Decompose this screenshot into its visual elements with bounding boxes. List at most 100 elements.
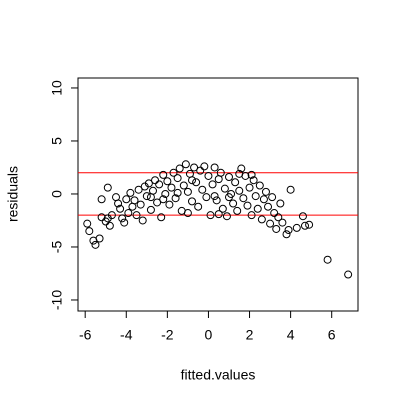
point [95,234,104,243]
point [222,212,231,221]
point [278,218,287,227]
point [118,214,127,223]
point [85,227,94,236]
x-axis-label: fitted.values [181,367,256,383]
point [114,199,123,208]
point [270,209,279,218]
point [146,193,155,202]
point [144,179,153,188]
point [124,209,133,218]
y-tick-label: -10 [49,290,65,310]
point [272,224,281,233]
point [163,177,172,186]
point [107,211,116,220]
point [284,226,293,235]
point [97,213,106,222]
point [136,200,145,209]
y-tick-label: 10 [49,80,65,96]
point [229,199,238,208]
point [183,209,192,218]
point [142,192,151,201]
x-tick-label: -6 [79,327,92,343]
point [249,176,258,185]
point [253,204,262,213]
point [91,240,100,249]
point [210,163,219,172]
point [183,187,192,196]
point [286,185,295,194]
point [122,195,131,204]
point [179,181,188,190]
point [264,202,273,211]
point [171,194,180,203]
point [188,197,197,206]
point [300,221,309,230]
point [274,213,283,222]
point [282,230,291,239]
point [208,180,217,189]
point [259,195,268,204]
point [261,187,270,196]
point [173,188,182,197]
point [247,211,256,220]
point [126,188,135,197]
point [157,213,166,222]
point [218,204,227,213]
point [132,211,141,220]
point [159,195,168,204]
x-tick-label: 0 [205,327,213,343]
point [169,168,178,177]
y-axis-label: residuals [5,166,21,222]
point [210,192,219,201]
point [151,176,160,185]
point [245,183,254,192]
point [167,183,176,192]
point [292,223,301,232]
point [105,221,114,230]
point [276,199,285,208]
point [188,176,197,185]
point [138,216,147,225]
point [212,196,221,205]
point [173,174,182,183]
point [165,200,174,209]
point [235,169,244,178]
y-tick-label: 0 [49,190,65,198]
point [216,168,225,177]
point [344,270,353,279]
y-tick-label: -5 [49,241,65,254]
point [231,178,240,187]
point [146,205,155,214]
y-tick-label: 5 [49,137,65,145]
point [103,183,112,192]
point [202,193,211,202]
point [134,185,143,194]
point [175,164,184,173]
point [237,164,246,173]
point [196,166,205,175]
point [206,211,215,220]
point [200,162,209,171]
point [192,178,201,187]
point [298,212,307,221]
point [266,219,275,228]
point [130,196,139,205]
point [235,186,244,195]
point [243,201,252,210]
point [224,173,233,182]
point [153,198,162,207]
point [159,170,168,179]
point [255,181,264,190]
point [194,202,203,211]
point [251,192,260,201]
point [247,170,256,179]
point [198,185,207,194]
point [97,195,106,204]
point [83,219,92,228]
point [161,189,170,198]
point [190,163,199,172]
point [204,171,213,180]
point [116,204,125,213]
point [233,206,242,215]
